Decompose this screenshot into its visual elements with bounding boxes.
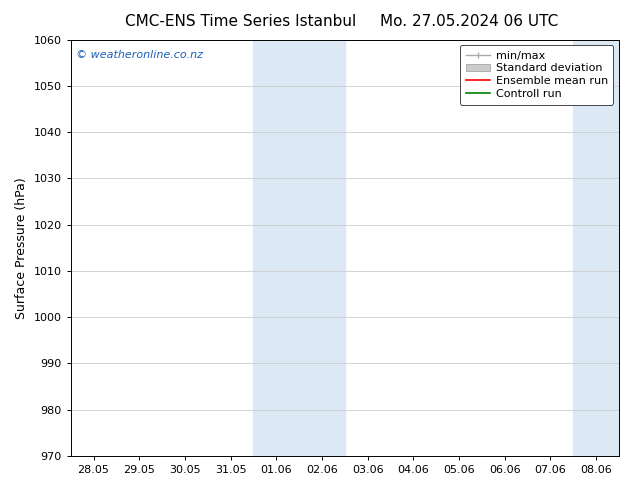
Legend: min/max, Standard deviation, Ensemble mean run, Controll run: min/max, Standard deviation, Ensemble me… <box>460 45 614 104</box>
Text: © weatheronline.co.nz: © weatheronline.co.nz <box>76 50 203 60</box>
Text: Mo. 27.05.2024 06 UTC: Mo. 27.05.2024 06 UTC <box>380 14 559 29</box>
Bar <box>254 40 345 456</box>
Y-axis label: Surface Pressure (hPa): Surface Pressure (hPa) <box>15 177 28 318</box>
Bar <box>573 40 619 456</box>
Text: CMC-ENS Time Series Istanbul: CMC-ENS Time Series Istanbul <box>126 14 356 29</box>
